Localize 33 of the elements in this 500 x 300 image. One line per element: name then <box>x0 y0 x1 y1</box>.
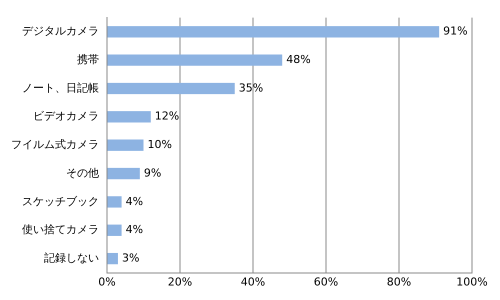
data-label: 12% <box>154 110 180 123</box>
data-label: 4% <box>126 223 144 236</box>
bar <box>108 140 144 151</box>
data-label: 10% <box>148 138 172 152</box>
y-tick-label: 携帯 <box>77 52 99 66</box>
x-tick-label: 20% <box>168 275 192 288</box>
x-tick-label: 40% <box>240 275 266 288</box>
bar <box>108 196 122 208</box>
data-label: 91% <box>443 24 468 38</box>
x-tick-label: 100% <box>456 275 488 288</box>
bar <box>108 111 151 123</box>
bar <box>108 26 440 38</box>
y-tick-label: 記録しない <box>44 251 99 264</box>
y-tick-label: ビデオカメラ <box>33 110 99 123</box>
y-tick-label: 使い捨てカメラ <box>22 223 99 236</box>
y-tick-label: その他 <box>66 166 99 180</box>
bar <box>108 224 122 236</box>
y-tick-label: ノート、日記帳 <box>22 81 99 94</box>
data-label: 48% <box>286 52 311 66</box>
data-label: 3% <box>122 251 140 264</box>
x-tick-label: 80% <box>386 275 412 288</box>
x-tick-label: 60% <box>314 275 338 288</box>
bar <box>108 168 140 180</box>
data-label: 35% <box>238 81 264 94</box>
data-label: 9% <box>144 166 162 180</box>
y-tick-label: デジタルカメラ <box>22 24 99 38</box>
bar <box>108 252 118 264</box>
bar <box>108 54 282 66</box>
y-tick-label: スケッチブック <box>22 194 99 208</box>
x-tick-label: 0% <box>98 275 116 288</box>
bar <box>108 82 235 94</box>
data-label: 4% <box>126 194 144 208</box>
y-tick-label: フイルム式カメラ <box>11 138 99 152</box>
